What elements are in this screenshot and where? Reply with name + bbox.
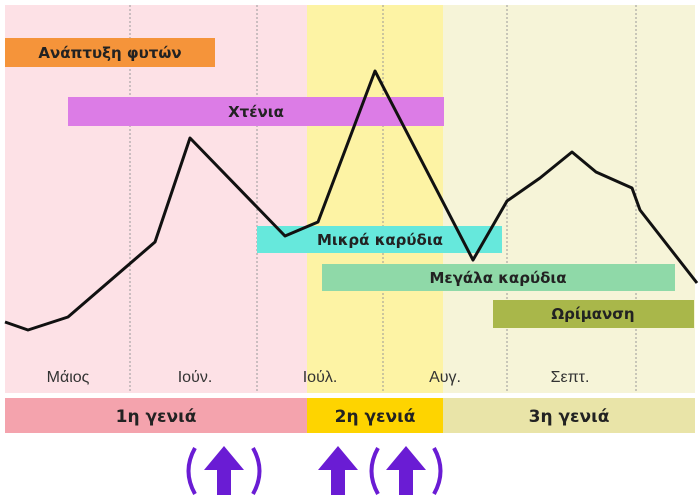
phase-bar <box>68 97 444 126</box>
generation-label: 3η γενιά <box>529 407 610 427</box>
generation-label: 1η γενιά <box>116 407 197 427</box>
arrow <box>386 446 426 495</box>
generation-label: 2η γενιά <box>335 407 416 427</box>
population-curve <box>4 69 699 332</box>
arrow <box>318 446 358 495</box>
phase-label: Μικρά καρύδια <box>317 231 443 249</box>
month-dividers <box>129 5 637 393</box>
month-label: Αυγ. <box>429 369 461 386</box>
parenthesis <box>432 447 443 495</box>
phase-bar <box>322 264 675 291</box>
parenthesis <box>251 447 262 495</box>
phase-bar <box>5 38 215 67</box>
month-label: Σεπτ. <box>551 369 590 386</box>
period-bg <box>443 5 695 393</box>
generation-bar <box>307 398 443 433</box>
parenthesis <box>369 447 380 495</box>
phase-label: Χτένια <box>228 103 284 121</box>
spray-arrows <box>186 446 443 495</box>
arrow <box>204 446 244 495</box>
phase-label: Ωρίμανση <box>551 305 634 323</box>
month-label: Μάιος <box>47 369 90 386</box>
parenthesis <box>186 447 197 495</box>
phase-label: Μεγάλα καρύδια <box>429 269 566 287</box>
generation-bar <box>5 398 307 433</box>
generation-bar <box>443 398 695 433</box>
month-label: Ιούν. <box>178 369 213 386</box>
phase-label: Ανάπτυξη φυτών <box>38 44 181 62</box>
month-label: Ιούλ. <box>303 369 338 386</box>
phase-bar <box>493 300 694 328</box>
